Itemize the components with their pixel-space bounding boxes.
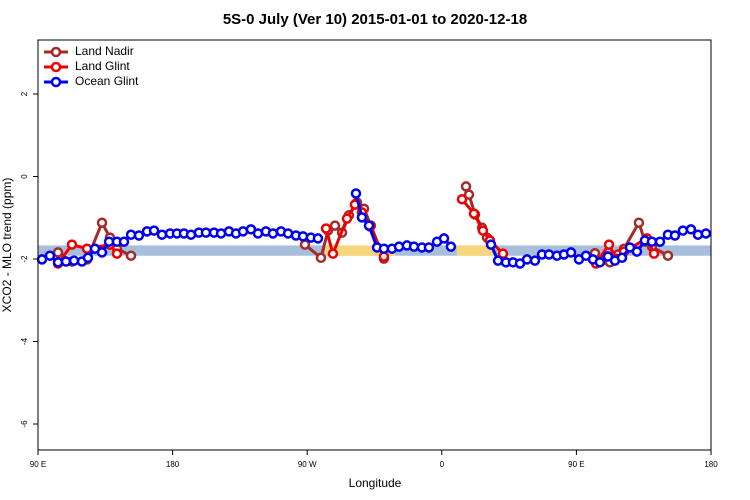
- x-tick-label: 180: [166, 460, 180, 469]
- x-tick-label: 180: [704, 460, 718, 469]
- point: [485, 239, 497, 250]
- x-tick-label: 90 E: [568, 460, 584, 469]
- y-tick-label: 0: [20, 174, 29, 179]
- point: [468, 208, 480, 219]
- point: [111, 248, 123, 259]
- y-tick-label: -4: [20, 337, 29, 345]
- point: [148, 225, 160, 236]
- point: [594, 257, 606, 268]
- point: [529, 255, 541, 266]
- point: [315, 252, 327, 264]
- point: [329, 220, 341, 231]
- point: [156, 229, 168, 240]
- point: [543, 249, 555, 260]
- point: [477, 225, 489, 236]
- point: [96, 247, 108, 258]
- legend-label: Land Glint: [75, 59, 130, 73]
- point: [82, 252, 94, 264]
- point: [96, 217, 108, 228]
- point: [445, 241, 457, 252]
- band: [456, 245, 496, 256]
- band: [325, 245, 396, 256]
- point: [662, 250, 674, 261]
- point: [350, 188, 362, 199]
- point: [125, 250, 137, 261]
- y-tick-label: -2: [20, 255, 29, 263]
- point: [356, 212, 368, 223]
- point: [133, 230, 145, 241]
- legend-marker: [50, 61, 62, 73]
- point: [669, 230, 681, 241]
- point: [44, 250, 56, 261]
- point: [438, 233, 450, 244]
- legend-marker: [50, 46, 62, 58]
- point: [603, 239, 615, 250]
- point: [677, 225, 689, 236]
- point: [341, 213, 353, 224]
- point: [60, 256, 72, 267]
- point: [492, 255, 504, 266]
- point: [299, 239, 311, 250]
- x-tick-label: 0: [440, 460, 445, 469]
- point: [521, 254, 533, 265]
- point: [463, 189, 475, 200]
- plot-frame: [37, 39, 712, 451]
- point: [378, 243, 390, 254]
- point: [456, 193, 468, 205]
- y-tick-label: -6: [20, 420, 29, 428]
- point: [52, 247, 64, 258]
- x-tick-label: 90 E: [30, 460, 46, 469]
- point: [66, 239, 78, 250]
- point: [460, 181, 472, 192]
- point: [363, 220, 375, 231]
- point: [631, 246, 643, 257]
- point: [320, 223, 332, 234]
- point: [423, 242, 435, 253]
- point: [565, 247, 577, 258]
- point: [685, 224, 697, 235]
- x-axis-label: Longitude: [349, 476, 402, 490]
- point: [616, 252, 628, 264]
- point: [393, 241, 405, 252]
- point: [700, 228, 712, 239]
- point: [633, 217, 645, 228]
- point: [654, 236, 666, 247]
- legend-label: Ocean Glint: [75, 74, 139, 88]
- legend-label: Land Nadir: [75, 44, 134, 58]
- y-tick-label: 2: [20, 91, 29, 96]
- point: [200, 227, 212, 238]
- point: [327, 248, 339, 259]
- chart-title: 5S-0 July (Ver 10) 2015-01-01 to 2020-12…: [223, 11, 527, 28]
- point: [646, 236, 658, 247]
- legend-marker: [50, 76, 62, 88]
- point: [267, 228, 279, 239]
- x-tick-label: 90 W: [298, 460, 317, 469]
- point: [692, 229, 704, 240]
- point: [118, 236, 130, 247]
- point: [297, 231, 309, 242]
- y-axis-label: XCO2 - MLO trend (ppm): [0, 178, 14, 313]
- point: [648, 248, 660, 259]
- point: [497, 248, 509, 259]
- point: [312, 233, 324, 244]
